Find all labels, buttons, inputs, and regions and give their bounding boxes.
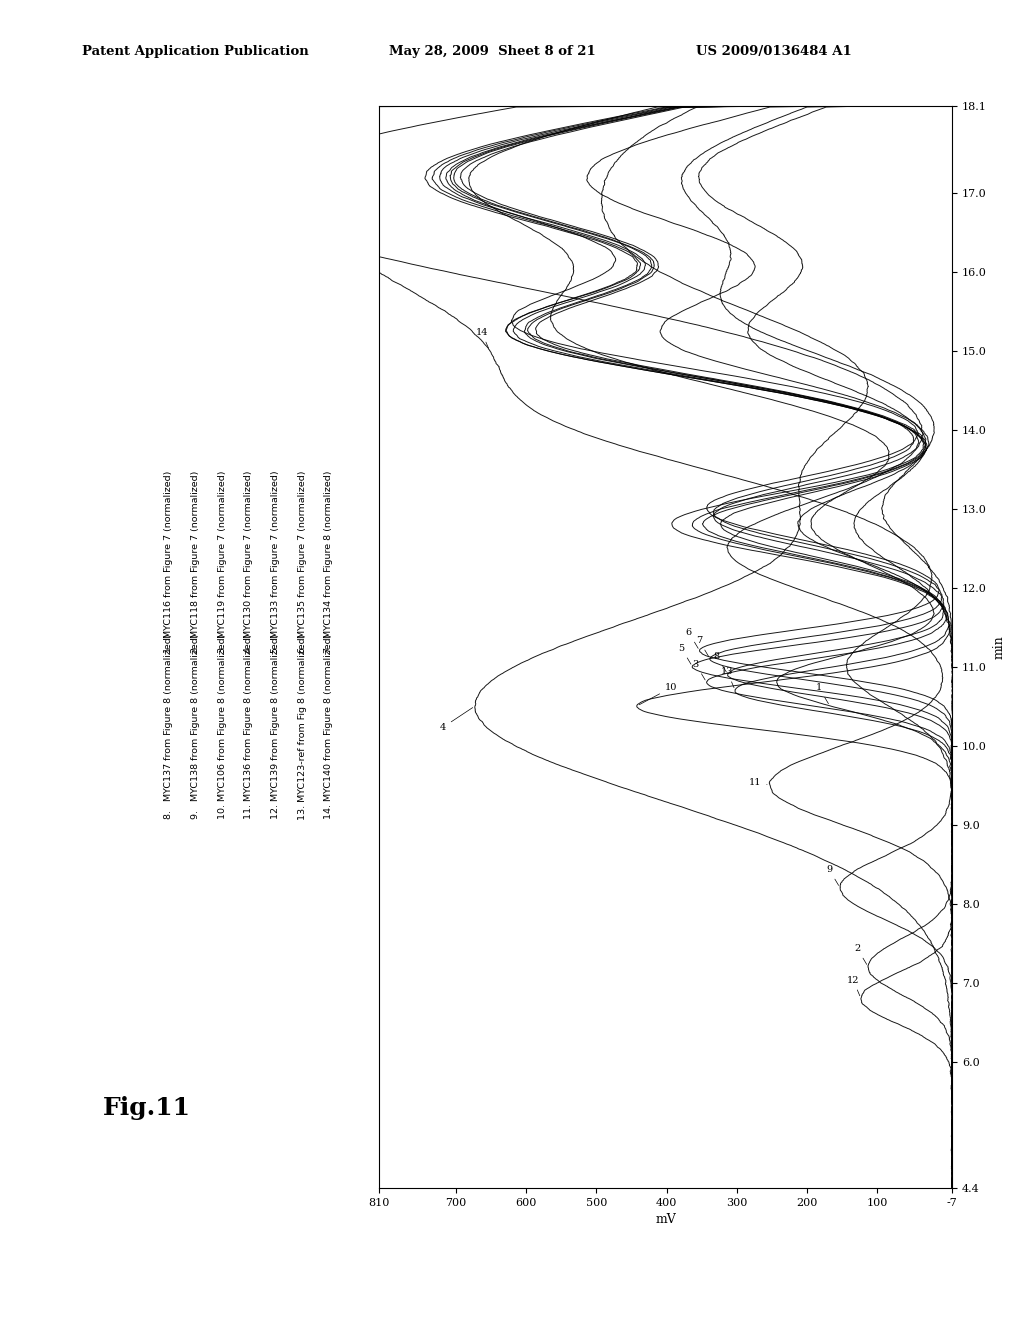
Text: 8.   MYC137 from Figure 8 (normalized): 8. MYC137 from Figure 8 (normalized): [165, 634, 173, 820]
Text: 14: 14: [475, 327, 488, 348]
Text: 3.  MYC119 from Figure 7 (normalized): 3. MYC119 from Figure 7 (normalized): [218, 471, 226, 653]
X-axis label: mV: mV: [655, 1213, 676, 1226]
Text: 11: 11: [749, 777, 767, 787]
Text: 9: 9: [826, 865, 839, 886]
Text: 13: 13: [721, 668, 734, 688]
Text: 5.  MYC133 from Figure 7 (normalized): 5. MYC133 from Figure 7 (normalized): [271, 471, 280, 653]
Y-axis label: min: min: [992, 635, 1006, 659]
Text: 1.  MYC116 from Figure 7 (normalized): 1. MYC116 from Figure 7 (normalized): [165, 471, 173, 653]
Text: 3: 3: [692, 660, 706, 680]
Text: 12: 12: [847, 975, 860, 995]
Text: 4.  MYC130 from Figure 7 (normalized): 4. MYC130 from Figure 7 (normalized): [245, 471, 253, 653]
Text: 13. MYC123-ref from Fig 8 (normalized): 13. MYC123-ref from Fig 8 (normalized): [298, 634, 306, 820]
Text: 11. MYC136 from Figure 8 (normalized): 11. MYC136 from Figure 8 (normalized): [245, 634, 253, 820]
Text: 14. MYC140 from Figure 8 (normalized): 14. MYC140 from Figure 8 (normalized): [325, 634, 333, 818]
Text: 2: 2: [854, 944, 866, 965]
Text: 9.   MYC138 from Figure 8 (normalized): 9. MYC138 from Figure 8 (normalized): [191, 634, 200, 820]
Text: May 28, 2009  Sheet 8 of 21: May 28, 2009 Sheet 8 of 21: [389, 45, 596, 58]
Text: 7.  MYC134 from Figure 8 (normalized): 7. MYC134 from Figure 8 (normalized): [325, 471, 333, 653]
Text: 5: 5: [678, 644, 691, 664]
Text: 12. MYC139 from Figure 8 (normalized): 12. MYC139 from Figure 8 (normalized): [271, 634, 280, 820]
Text: 2.  MYC118 from Figure 7 (normalized): 2. MYC118 from Figure 7 (normalized): [191, 471, 200, 653]
Text: 4: 4: [440, 708, 473, 731]
Text: 6.  MYC135 from Figure 7 (normalized): 6. MYC135 from Figure 7 (normalized): [298, 471, 306, 653]
Text: 6: 6: [686, 628, 698, 648]
Text: Fig.11: Fig.11: [102, 1097, 190, 1121]
Text: 10: 10: [639, 684, 677, 705]
Text: 10. MYC106 from Figure 8 (normalized): 10. MYC106 from Figure 8 (normalized): [218, 634, 226, 818]
Text: US 2009/0136484 A1: US 2009/0136484 A1: [696, 45, 852, 58]
Text: 1: 1: [816, 684, 828, 704]
Text: 8: 8: [714, 652, 726, 672]
Text: 7: 7: [696, 636, 709, 656]
Text: Patent Application Publication: Patent Application Publication: [82, 45, 308, 58]
